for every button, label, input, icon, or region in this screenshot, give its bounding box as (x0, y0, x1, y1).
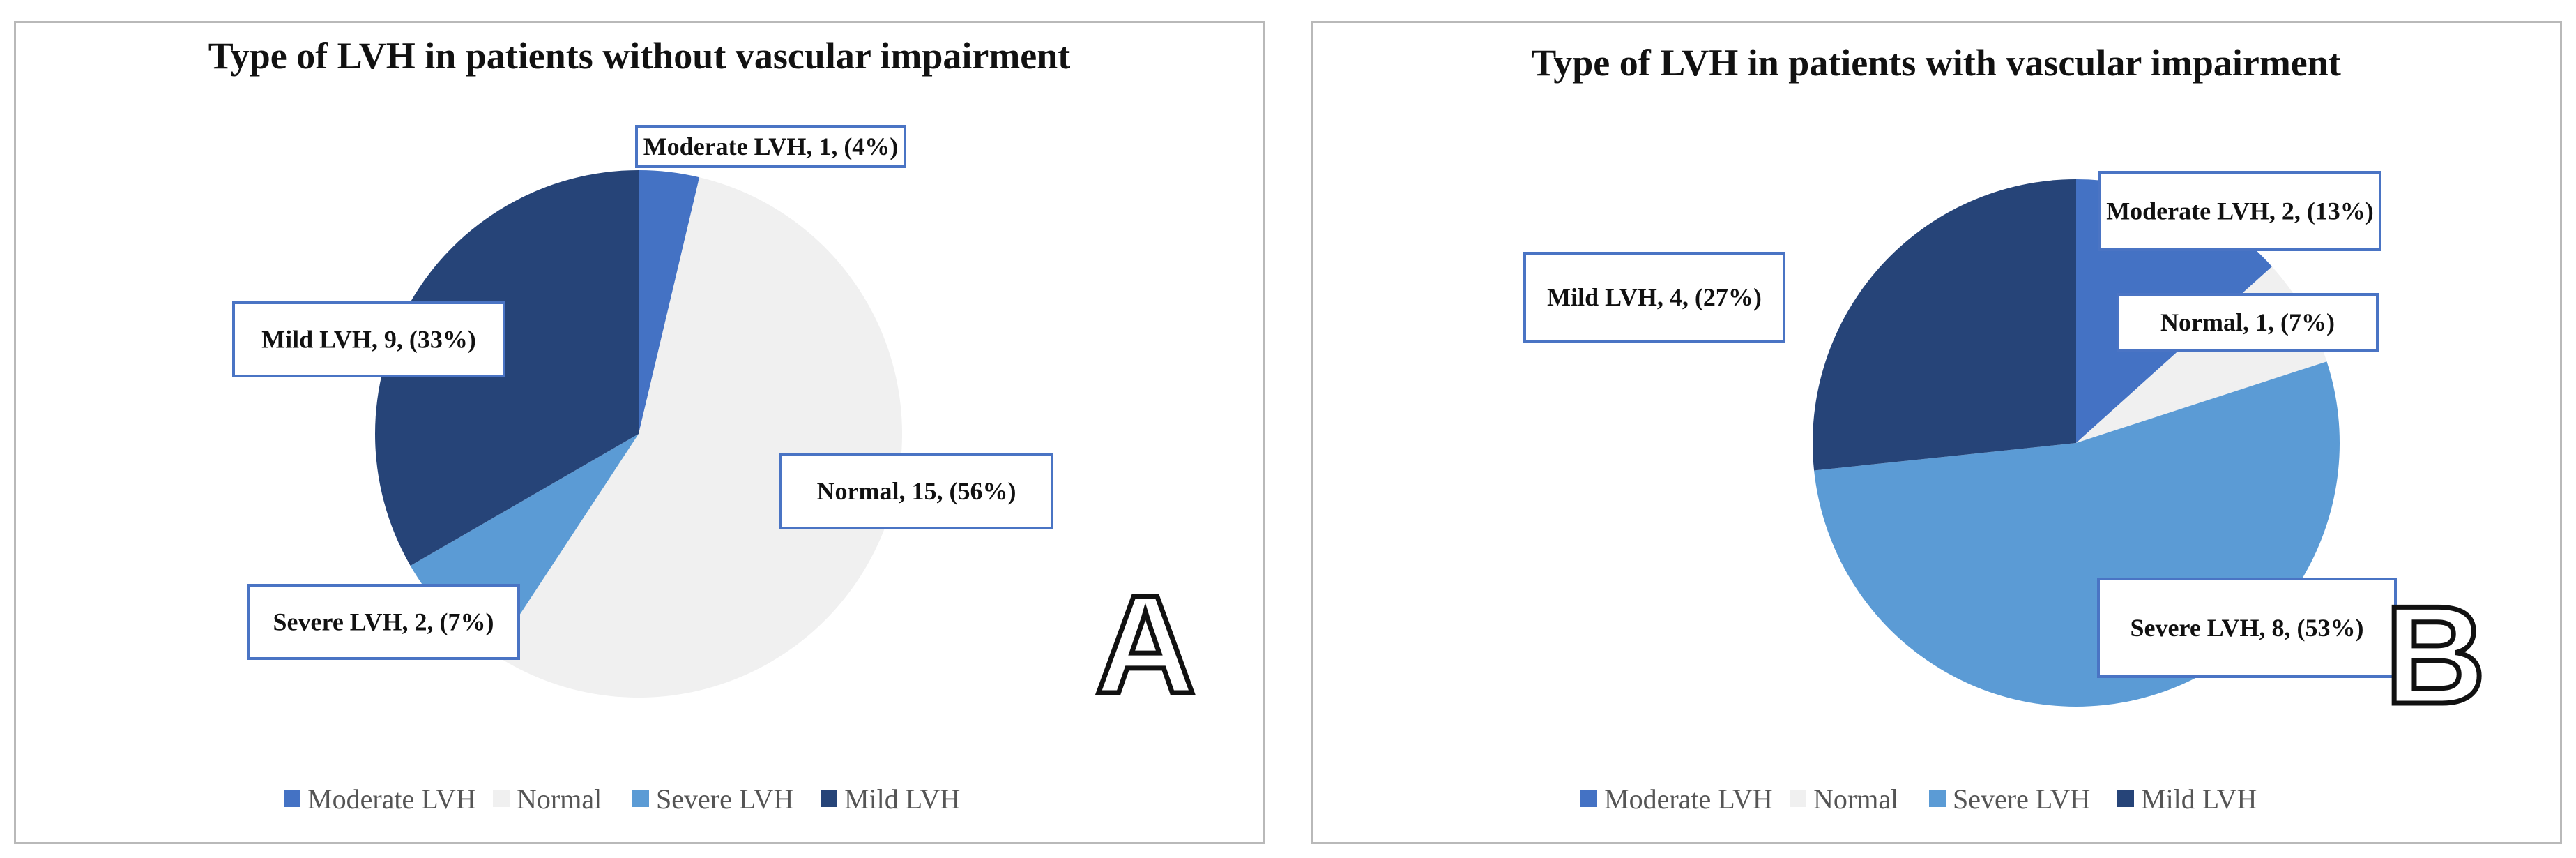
data-label-mild-lvh: Mild LVH, 4, (27%) (1523, 252, 1785, 343)
data-label-normal: Normal, 15, (56%) (779, 453, 1053, 529)
data-label-text: Moderate LVH, 2, (13%) (2106, 197, 2374, 225)
data-label-moderate-lvh: Moderate LVH, 2, (13%) (2098, 171, 2381, 251)
legend-label: Normal (1813, 783, 1898, 815)
data-label-severe-lvh: Severe LVH, 2, (7%) (247, 584, 520, 660)
data-labels-b: Moderate LVH, 2, (13%) Normal, 1, (7%) Sev… (1523, 171, 2397, 678)
legend-swatch (821, 790, 837, 807)
legend-label: Moderate LVH (307, 783, 476, 815)
legend-label: Severe LVH (656, 783, 793, 815)
chart-title-a: Type of LVH in patients without vascular… (208, 35, 1071, 77)
chart-panel-a: Type of LVH in patients without vascular… (14, 21, 1265, 844)
legend-swatch (1580, 790, 1597, 807)
data-label-severe-lvh: Severe LVH, 8, (53%) (2097, 578, 2397, 678)
legend-item-severe-lvh: Severe LVH (632, 783, 793, 815)
legend-swatch (1790, 790, 1806, 807)
legend-item-mild-lvh: Mild LVH (821, 783, 960, 815)
data-label-box (1523, 252, 1785, 343)
legend-item-moderate-lvh: Moderate LVH (284, 783, 476, 815)
pie-slice-mild-lvh (375, 170, 639, 566)
pie-slice-mild-lvh (1813, 179, 2076, 471)
data-label-text: Severe LVH, 2, (7%) (273, 608, 494, 636)
legend-item-mild-lvh: Mild LVH (2117, 783, 2257, 815)
legend-label: Normal (517, 783, 602, 815)
data-label-mild-lvh: Mild LVH, 9, (33%) (232, 301, 505, 377)
pie-chart-a: Type of LVH in patients without vascular… (208, 35, 1198, 815)
data-label-box (2098, 171, 2381, 251)
legend-label: Mild LVH (844, 783, 960, 815)
chart-panel-b: Type of LVH in patients with vascular im… (1311, 21, 2562, 844)
legend-swatch (2117, 790, 2134, 807)
data-label-text: Moderate LVH, 1, (4%) (643, 133, 899, 160)
data-label-normal: Normal, 1, (7%) (2117, 293, 2379, 352)
data-label-text: Mild LVH, 4, (27%) (1547, 283, 1762, 311)
legend-item-normal: Normal (1790, 783, 1898, 815)
legend-swatch (632, 790, 649, 807)
pie-chart-b: Type of LVH in patients with vascular im… (1523, 42, 2488, 815)
data-labels-a: Moderate LVH, 1, (4%) Normal, 15, (56%) Se… (232, 125, 1053, 660)
chart-title-b: Type of LVH in patients with vascular im… (1531, 42, 2341, 84)
legend-label: Severe LVH (1953, 783, 2090, 815)
data-label-text: Normal, 15, (56%) (817, 477, 1016, 505)
data-label-box (779, 453, 1053, 529)
data-label-moderate-lvh: Moderate LVH, 1, (4%) (635, 125, 906, 168)
data-label-box (232, 301, 505, 377)
legend-label: Moderate LVH (1604, 783, 1773, 815)
legend-label: Mild LVH (2141, 783, 2257, 815)
legend-b: Moderate LVH Normal Severe LVH Mild LVH (1580, 783, 2257, 815)
data-label-box (2097, 578, 2397, 678)
pie-slice-moderate-lvh (639, 170, 700, 434)
legend-swatch (1929, 790, 1946, 807)
legend-item-normal: Normal (493, 783, 602, 815)
panel-label-a: A (1095, 567, 1196, 723)
pie-slice-normal (494, 177, 903, 698)
data-label-box (2117, 293, 2379, 352)
legend-item-moderate-lvh: Moderate LVH (1580, 783, 1773, 815)
legend-item-severe-lvh: Severe LVH (1929, 783, 2090, 815)
data-label-box (635, 125, 906, 168)
data-label-text: Normal, 1, (7%) (2160, 308, 2335, 336)
pie-slices-a (375, 170, 903, 698)
legend-swatch (284, 790, 300, 807)
legend-swatch (493, 790, 510, 807)
data-label-text: Severe LVH, 8, (53%) (2131, 614, 2364, 642)
panel-label-b: B (2385, 578, 2485, 733)
data-label-box (247, 584, 520, 660)
data-label-text: Mild LVH, 9, (33%) (261, 326, 476, 354)
legend-a: Moderate LVH Normal Severe LVH Mild LVH (284, 783, 960, 815)
